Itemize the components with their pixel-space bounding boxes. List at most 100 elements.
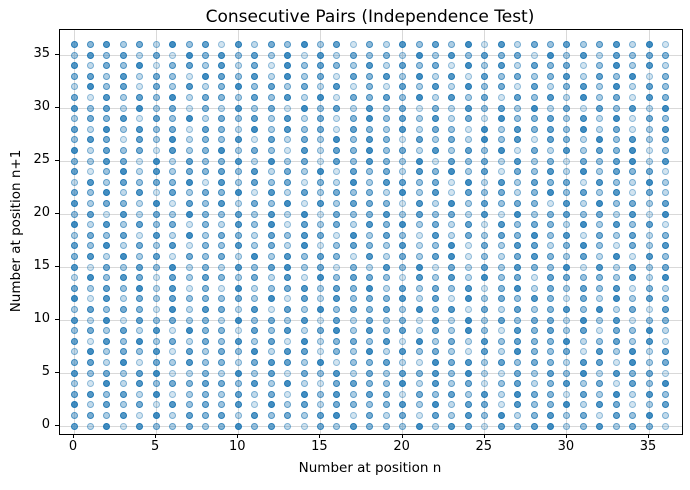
scatter-dot [612, 62, 620, 70]
scatter-dot [201, 305, 209, 313]
scatter-dot [366, 263, 374, 271]
scatter-dot [481, 221, 489, 229]
scatter-dot [431, 146, 439, 154]
scatter-dot [497, 252, 505, 260]
scatter-dot [612, 168, 620, 176]
scatter-dot [251, 348, 259, 356]
scatter-dot [514, 401, 522, 409]
scatter-dot [152, 104, 160, 112]
scatter-dot [366, 252, 374, 260]
scatter-dot [218, 83, 226, 91]
scatter-dot [645, 348, 653, 356]
scatter-dot [103, 295, 111, 303]
scatter-dot [596, 115, 604, 123]
scatter-dot [333, 327, 341, 335]
scatter-dot [316, 72, 324, 80]
scatter-dot [349, 104, 357, 112]
scatter-dot [481, 231, 489, 239]
scatter-dot [267, 210, 275, 218]
scatter-dot [464, 252, 472, 260]
scatter-dot [201, 348, 209, 356]
scatter-dot [546, 104, 554, 112]
scatter-dot [399, 72, 407, 80]
scatter-dot [399, 221, 407, 229]
scatter-dot [563, 390, 571, 398]
scatter-dot [399, 62, 407, 70]
scatter-dot [612, 327, 620, 335]
scatter-dot [514, 83, 522, 91]
scatter-dot [629, 274, 637, 282]
scatter-dot [201, 422, 209, 430]
scatter-dot [546, 62, 554, 70]
scatter-dot [563, 380, 571, 388]
scatter-dot [497, 125, 505, 133]
scatter-dot [284, 136, 292, 144]
scatter-dot [612, 210, 620, 218]
scatter-dot [185, 125, 193, 133]
scatter-dot [366, 168, 374, 176]
scatter-dot [448, 263, 456, 271]
scatter-dot [596, 327, 604, 335]
scatter-dot [251, 411, 259, 419]
scatter-dot [234, 189, 242, 197]
scatter-dot [366, 358, 374, 366]
scatter-dot [119, 242, 127, 250]
scatter-dot [218, 62, 226, 70]
scatter-dot [596, 51, 604, 59]
scatter-dot [152, 40, 160, 48]
scatter-dot [152, 401, 160, 409]
scatter-dot [612, 72, 620, 80]
scatter-dot [612, 157, 620, 165]
scatter-dot [596, 210, 604, 218]
plot-area [59, 29, 683, 435]
scatter-dot [530, 231, 538, 239]
scatter-dot [464, 178, 472, 186]
scatter-dot [481, 40, 489, 48]
scatter-dot [218, 358, 226, 366]
scatter-dot [481, 274, 489, 282]
scatter-dot [629, 422, 637, 430]
scatter-dot [70, 369, 78, 377]
scatter-dot [415, 274, 423, 282]
scatter-dot [86, 115, 94, 123]
scatter-dot [267, 168, 275, 176]
scatter-dot [284, 284, 292, 292]
scatter-dot [612, 401, 620, 409]
scatter-dot [234, 210, 242, 218]
scatter-dot [431, 337, 439, 345]
scatter-dot [464, 51, 472, 59]
scatter-dot [546, 210, 554, 218]
scatter-dot [481, 263, 489, 271]
scatter-dot [497, 178, 505, 186]
scatter-dot [464, 210, 472, 218]
scatter-dot [136, 390, 144, 398]
scatter-dot [349, 62, 357, 70]
scatter-dot [382, 401, 390, 409]
scatter-dot [169, 390, 177, 398]
scatter-dot [267, 422, 275, 430]
scatter-dot [579, 157, 587, 165]
scatter-dot [333, 157, 341, 165]
scatter-dot [284, 231, 292, 239]
scatter-dot [579, 146, 587, 154]
scatter-dot [382, 295, 390, 303]
scatter-dot [530, 168, 538, 176]
scatter-dot [300, 40, 308, 48]
scatter-dot [185, 316, 193, 324]
scatter-dot [448, 199, 456, 207]
scatter-dot [284, 274, 292, 282]
scatter-dot [514, 72, 522, 80]
scatter-dot [234, 411, 242, 419]
scatter-dot [399, 348, 407, 356]
scatter-dot [431, 390, 439, 398]
scatter-dot [382, 358, 390, 366]
scatter-dot [514, 411, 522, 419]
scatter-dot [497, 104, 505, 112]
scatter-dot [234, 199, 242, 207]
scatter-dot [152, 316, 160, 324]
scatter-dot [546, 146, 554, 154]
scatter-dot [333, 274, 341, 282]
scatter-dot [218, 252, 226, 260]
scatter-dot [218, 146, 226, 154]
